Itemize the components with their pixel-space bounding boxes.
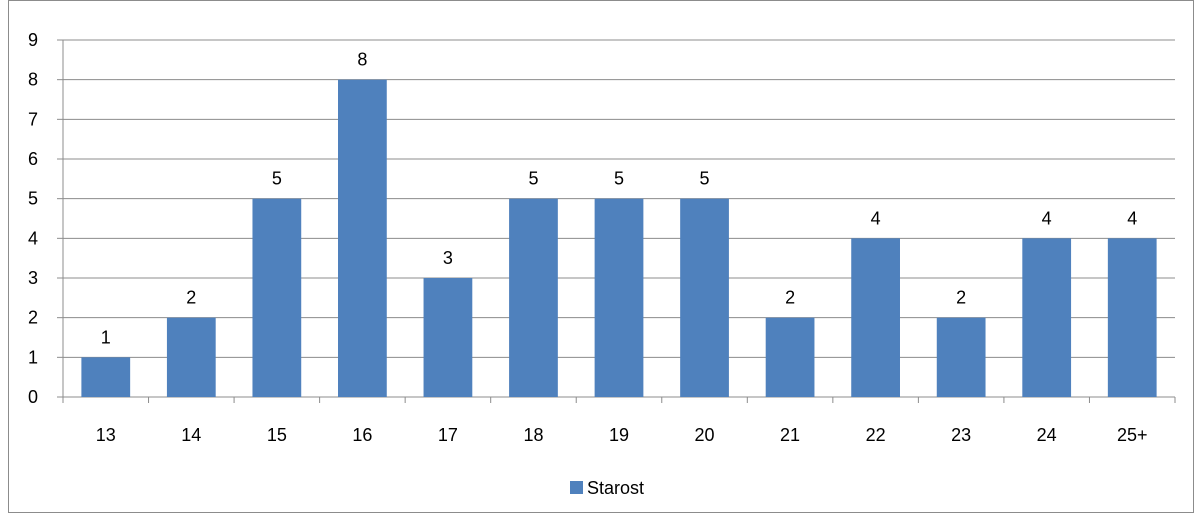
x-tick-label-18: 18 [523, 425, 543, 445]
x-tick-label-13: 13 [96, 425, 116, 445]
x-tick-label-24: 24 [1037, 425, 1057, 445]
x-tick-label-22: 22 [866, 425, 886, 445]
data-label-16: 8 [357, 50, 367, 70]
bar-21 [765, 317, 815, 397]
data-label-14: 2 [186, 288, 196, 308]
x-tick-label-23: 23 [951, 425, 971, 445]
grid-lines [63, 39, 1175, 358]
data-label-15: 5 [272, 169, 282, 189]
bar-16 [338, 79, 387, 398]
y-tick-label: 3 [28, 268, 38, 288]
x-tick-label-20: 20 [695, 425, 715, 445]
data-label-18: 5 [528, 169, 538, 189]
data-labels: 1 2 5 8 3 5 5 5 2 4 2 4 4 [101, 50, 1137, 348]
y-tick-label: 2 [28, 308, 38, 328]
x-tick-label-15: 15 [267, 425, 287, 445]
bar-13 [81, 357, 131, 397]
y-tick-label: 0 [28, 387, 38, 407]
data-label-25+: 4 [1127, 208, 1137, 228]
x-tick-label-17: 17 [438, 425, 458, 445]
y-tick-label: 9 [28, 30, 38, 50]
data-label-20: 5 [700, 169, 710, 189]
x-tick-label-14: 14 [181, 425, 201, 445]
legend-label-starost: Starost [587, 478, 644, 498]
y-tick-label: 7 [28, 109, 38, 129]
y-tick-label: 1 [28, 347, 38, 367]
x-tick-label-19: 19 [609, 425, 629, 445]
x-tick-label-21: 21 [780, 425, 800, 445]
data-label-23: 2 [956, 288, 966, 308]
y-tick-label: 4 [28, 228, 38, 248]
data-label-13: 1 [101, 327, 111, 347]
bar-17 [423, 278, 473, 397]
bar-20 [680, 198, 729, 397]
bar-24 [1022, 238, 1072, 397]
x-tick-label-25+: 25+ [1117, 425, 1148, 445]
y-tick-label: 8 [28, 70, 38, 90]
data-label-19: 5 [614, 169, 624, 189]
y-tick-labels: 0 1 2 3 4 5 6 7 8 9 [28, 30, 38, 407]
bar-22 [851, 238, 900, 397]
bar-25+ [1107, 238, 1157, 397]
data-label-24: 4 [1042, 208, 1052, 228]
bar-15 [252, 198, 302, 397]
bars [81, 79, 1157, 398]
y-tick-label: 5 [28, 189, 38, 209]
bar-18 [509, 198, 558, 397]
bar-14 [166, 317, 216, 397]
legend: Starost [570, 478, 644, 498]
data-label-17: 3 [443, 248, 453, 268]
x-tick-label-16: 16 [352, 425, 372, 445]
data-label-21: 2 [785, 288, 795, 308]
x-tick-labels: 13 14 15 16 17 18 19 20 21 22 23 24 25+ [96, 425, 1148, 445]
data-label-22: 4 [871, 208, 881, 228]
legend-swatch-starost [570, 481, 583, 494]
bar-19 [594, 198, 644, 397]
bar-23 [936, 317, 986, 397]
y-tick-label: 6 [28, 149, 38, 169]
